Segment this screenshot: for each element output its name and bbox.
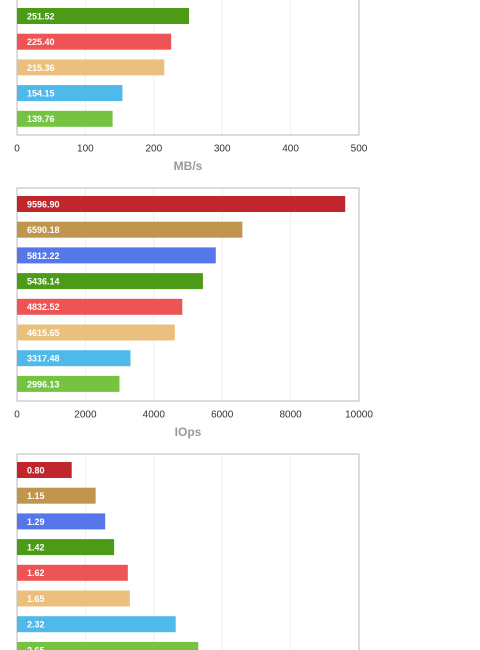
bar [17,590,130,607]
bar-value-label: 2.32 [27,620,45,630]
bar [17,196,346,212]
bar-value-label: 4832.52 [27,302,60,312]
bar [17,298,183,315]
x-tick-label: 400 [282,144,299,155]
bar [17,564,128,581]
bar-value-label: 9596.90 [27,199,60,209]
bar [17,221,243,238]
x-axis-label: MB/s [174,159,203,173]
x-tick-label: 10000 [345,410,373,421]
x-tick-label: 8000 [279,410,302,421]
bar-value-label: 154.15 [27,88,55,98]
bar [17,324,175,341]
bar [17,85,123,102]
bar-value-label: 6590.18 [27,225,60,235]
x-tick-label: 100 [77,144,94,155]
bar [17,247,216,264]
bar-value-label: 215.36 [27,63,55,73]
bar-value-label: 1.65 [27,594,45,604]
x-tick-label: 200 [145,144,162,155]
bar [17,487,96,504]
bar-value-label: 2996.13 [27,379,60,389]
bar-value-label: 5436.14 [27,276,60,286]
plot-frame [16,453,360,650]
plot-frame [16,187,360,402]
bar [17,641,199,650]
x-tick-label: 2000 [74,410,97,421]
x-tick-label: 4000 [143,410,166,421]
bar [17,110,113,127]
bar [17,33,172,50]
bar-value-label: 139.76 [27,114,55,124]
x-tick-label: 0 [14,410,20,421]
x-tick-label: 0 [14,144,20,155]
bar [17,616,176,633]
bar [17,539,115,556]
bar-value-label: 1.42 [27,542,45,552]
bar-value-label: 1.62 [27,568,45,578]
bar [17,273,203,290]
bar [17,513,106,530]
bar-value-label: 4615.65 [27,328,60,338]
bar [17,375,120,392]
x-tick-label: 300 [214,144,231,155]
bar-value-label: 1.15 [27,491,45,501]
x-tick-label: 500 [351,144,368,155]
bar-value-label: 251.52 [27,11,55,21]
bar-value-label: 3317.48 [27,354,60,364]
bar-value-label: 5812.22 [27,251,60,261]
bar [17,8,190,24]
x-tick-label: 6000 [211,410,234,421]
bar-value-label: 0.80 [27,465,45,475]
bar-value-label: 225.40 [27,37,55,47]
bar-value-label: 1.29 [27,517,45,527]
bar [17,59,165,76]
bar [17,350,131,367]
x-axis-label: IOps [175,425,202,439]
bar [17,462,72,478]
bar-value-label: 2.65 [27,645,45,650]
